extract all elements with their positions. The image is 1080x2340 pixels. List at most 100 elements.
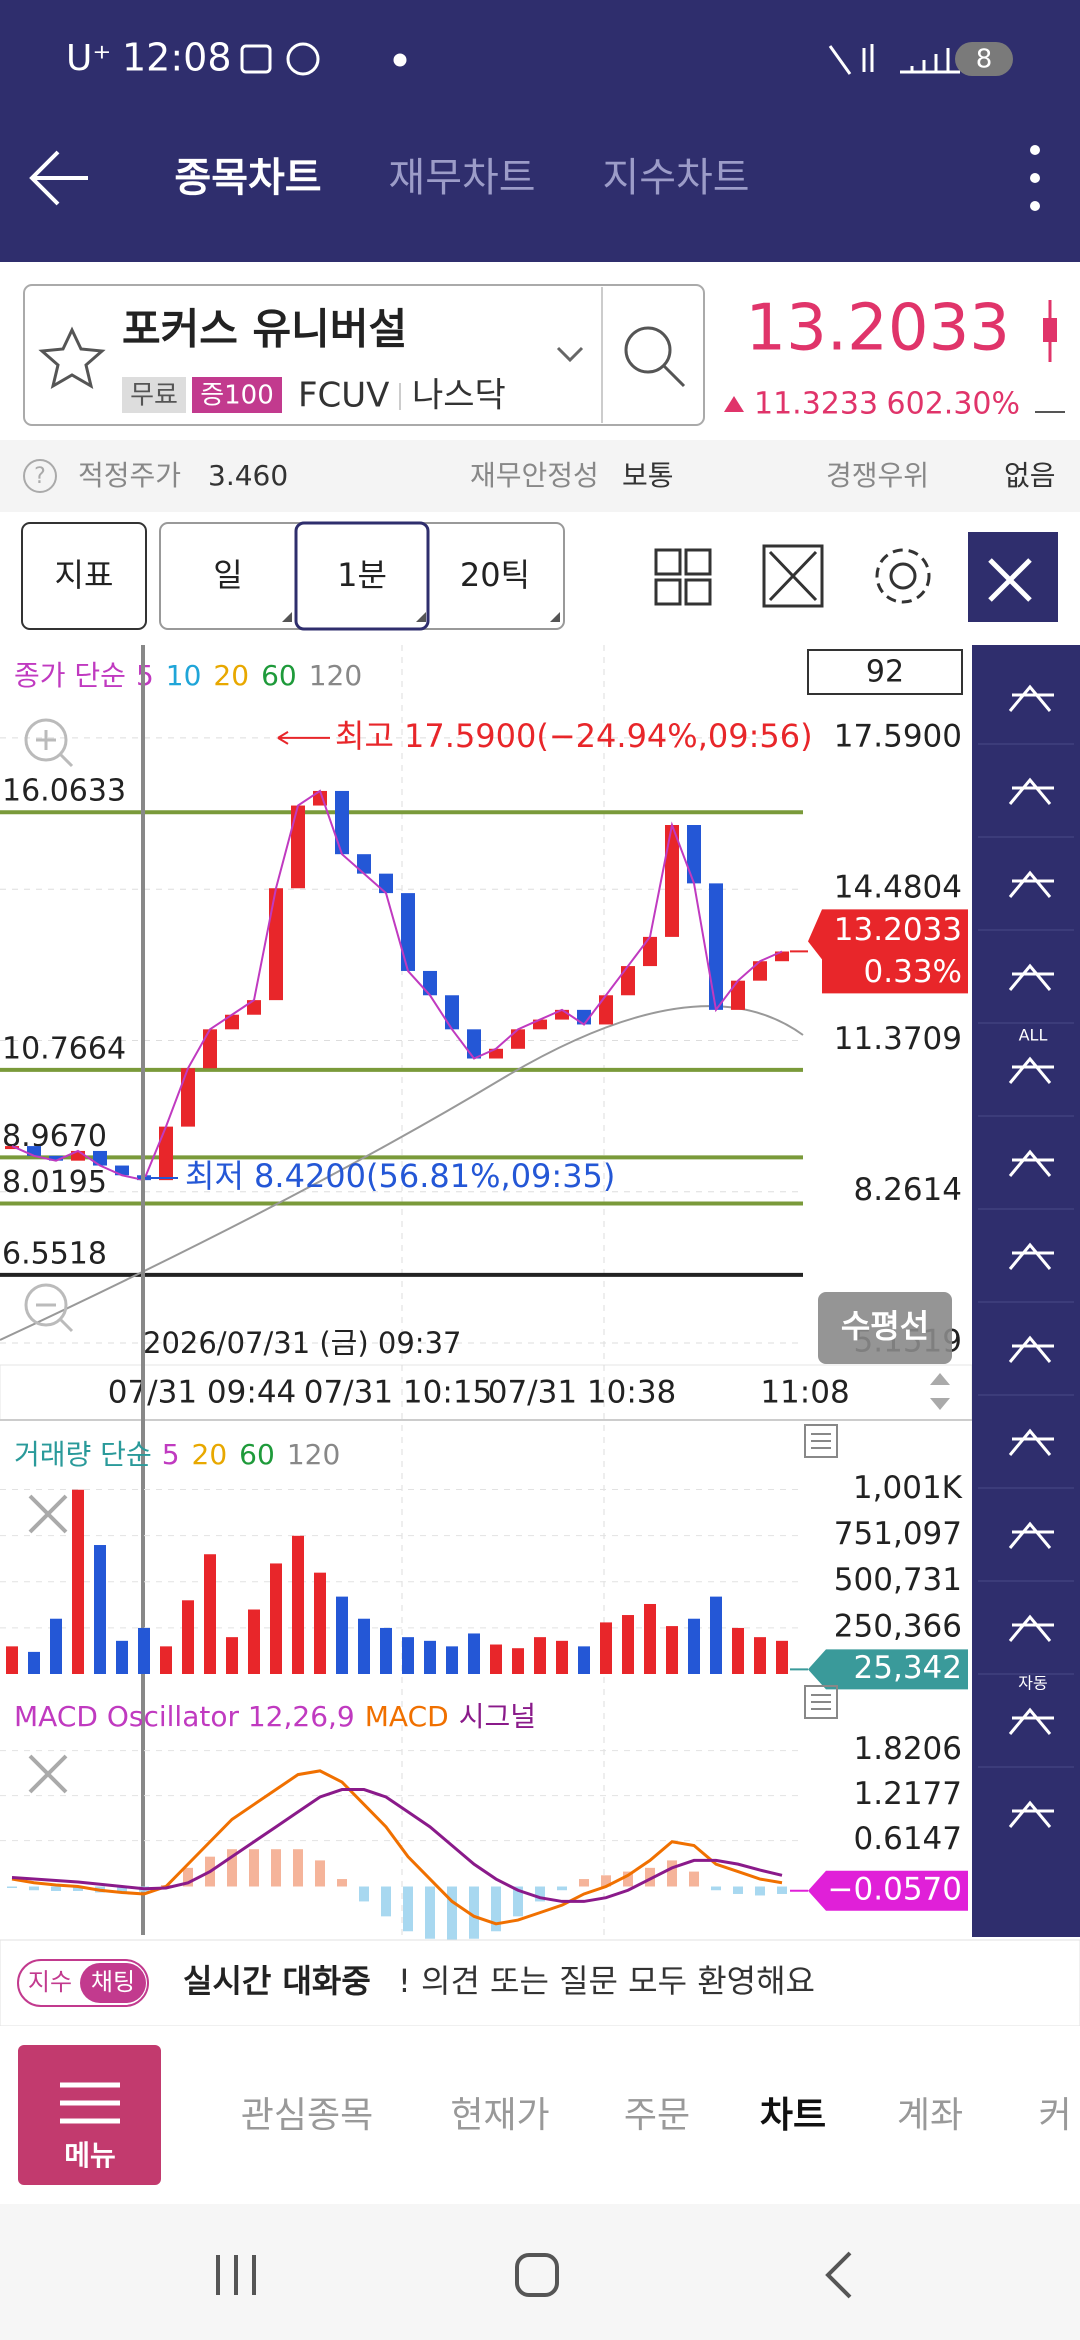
period[interactable]: 20틱: [460, 556, 530, 594]
count-box: [807, 649, 963, 695]
oscillator-bar: [447, 1886, 457, 1943]
tool-icon[interactable]: [1008, 1056, 1054, 1084]
nav-item[interactable]: 현재가: [450, 2095, 549, 2136]
period[interactable]: 1분: [337, 556, 387, 594]
tool-icon[interactable]: [1008, 870, 1054, 898]
candle: [93, 1150, 107, 1166]
oscillator-bar: [777, 1886, 787, 1894]
oscillator-bar: [227, 1849, 237, 1887]
y-tick-label: 1.2177: [854, 1776, 962, 1812]
search-button[interactable]: [624, 326, 686, 388]
tab[interactable]: 재무차트: [388, 155, 535, 201]
oscillator-bar: [535, 1886, 545, 1902]
chat-badge-text: 지수: [28, 1968, 72, 1996]
tool-icon[interactable]: [1008, 777, 1054, 805]
legend-title: 거래량 단순: [14, 1438, 152, 1471]
info-row: [0, 440, 1080, 512]
candle: [687, 825, 701, 884]
corner-marks: [282, 612, 560, 622]
legend-title: 종가 단순: [14, 659, 126, 692]
tool-icon[interactable]: [1008, 1707, 1054, 1735]
system-buttons[interactable]: [216, 2251, 852, 2299]
tab[interactable]: 종목차트: [174, 155, 321, 201]
oscillator-bar: [271, 1849, 281, 1887]
tool-icon[interactable]: [1008, 1614, 1054, 1642]
stock-name: 포커스 유니버설: [122, 305, 407, 354]
tool-icon[interactable]: [1008, 1242, 1054, 1270]
volume-bar: [556, 1640, 568, 1674]
zoom-icons[interactable]: [24, 718, 74, 1333]
candle: [379, 873, 393, 894]
period[interactable]: 일: [213, 556, 242, 594]
indicator-label[interactable]: 지표: [55, 556, 114, 594]
oscillator-bar: [755, 1886, 765, 1896]
battery-level: 8: [976, 45, 993, 75]
period-selected[interactable]: [294, 521, 430, 631]
close-icons[interactable]: [28, 1494, 68, 1794]
dropdown[interactable]: [556, 346, 584, 363]
candle: [775, 951, 789, 962]
current-value: −0.0570: [828, 1871, 962, 1907]
tool-icon[interactable]: [1008, 1149, 1054, 1177]
layout-button[interactable]: [654, 548, 712, 606]
tool-icon[interactable]: [1008, 1521, 1054, 1549]
legend-item: 시그널: [459, 1700, 536, 1733]
menu-button[interactable]: [18, 2045, 161, 2185]
fullscreen-button[interactable]: [762, 544, 824, 608]
volume-bar: [226, 1637, 238, 1674]
high-label: 최고 17.5900(−24.94%,09:56): [335, 717, 813, 755]
nav-item[interactable]: 주문: [624, 2095, 690, 2136]
candle: [5, 1146, 19, 1150]
volume-bar: [380, 1627, 392, 1674]
oscillator-bar: [117, 1886, 127, 1893]
tool-icon[interactable]: [1008, 1800, 1054, 1828]
volume-bar: [314, 1572, 326, 1674]
chat-message: ! 의견 또는 질문 모두 환영해요: [398, 1962, 815, 2000]
oscillator-bar: [689, 1871, 699, 1887]
menu-label[interactable]: 메뉴: [64, 2139, 116, 2172]
current-pct: 0.33%: [864, 954, 962, 990]
side-tool-icons[interactable]: [978, 684, 1074, 1828]
help-icon[interactable]: ?: [34, 464, 46, 489]
y-tick-label: 8.2614: [854, 1172, 962, 1208]
chat-badge-text: 채팅: [91, 1968, 135, 1996]
tab[interactable]: 지수차트: [602, 155, 749, 201]
horizon-label[interactable]: 수평선: [841, 1307, 929, 1345]
volume-bar: [732, 1627, 744, 1674]
clock: 12:08: [122, 36, 232, 80]
oscillator-bar: [183, 1867, 193, 1887]
legend-item: 120: [287, 1438, 340, 1471]
candle: [511, 1029, 525, 1049]
signal-line: [11, 1788, 783, 1903]
back-button[interactable]: [29, 150, 88, 206]
nav-item[interactable]: 커: [1038, 2095, 1071, 2136]
chat-bar[interactable]: [0, 1939, 1080, 2027]
y-tick-label: 1,001K: [853, 1470, 963, 1506]
volume-bar: [248, 1609, 260, 1674]
settings-button[interactable]: [875, 548, 931, 604]
horizon-button[interactable]: [818, 1292, 952, 1364]
tool-label: 자동: [1018, 1674, 1047, 1693]
tool-icon[interactable]: [1008, 1335, 1054, 1363]
tool-icon[interactable]: [1008, 1428, 1054, 1456]
tool-icon[interactable]: [1008, 684, 1054, 712]
tool-icon[interactable]: [1008, 963, 1054, 991]
volume-bar: [50, 1618, 62, 1674]
price-change-pct: 602.30%: [887, 387, 1020, 422]
oscillator-bar: [381, 1886, 391, 1917]
help-icon[interactable]: [23, 459, 57, 493]
legend-item: 20: [213, 659, 249, 692]
indicator-button[interactable]: [21, 522, 147, 630]
axis-scroll[interactable]: [930, 1373, 950, 1410]
nav-item[interactable]: 관심종목: [241, 2095, 373, 2136]
x-tick-label: 07/31 09:44: [108, 1375, 297, 1411]
panel-menus[interactable]: [804, 1424, 838, 1719]
oscillator-bar: [7, 1886, 17, 1888]
more-button[interactable]: [1030, 145, 1040, 211]
legend-item: 5: [162, 1438, 180, 1471]
nav-item[interactable]: 차트: [760, 2095, 826, 2136]
candle: [423, 970, 437, 996]
nav-item[interactable]: 계좌: [897, 2095, 963, 2136]
chat-title: 실시간 대화중: [183, 1962, 371, 2000]
favorite-star[interactable]: [38, 326, 106, 390]
